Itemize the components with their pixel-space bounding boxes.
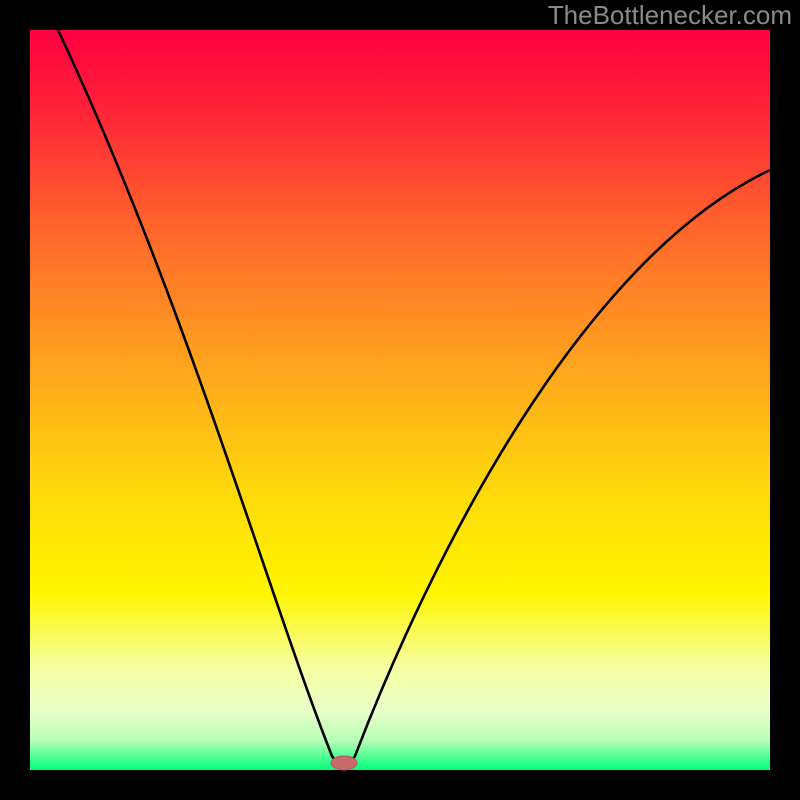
plot-background — [30, 30, 770, 770]
watermark-text: TheBottlenecker.com — [548, 0, 792, 31]
bottleneck-chart — [0, 0, 800, 800]
optimal-point-marker — [331, 756, 357, 770]
chart-container: TheBottlenecker.com — [0, 0, 800, 800]
